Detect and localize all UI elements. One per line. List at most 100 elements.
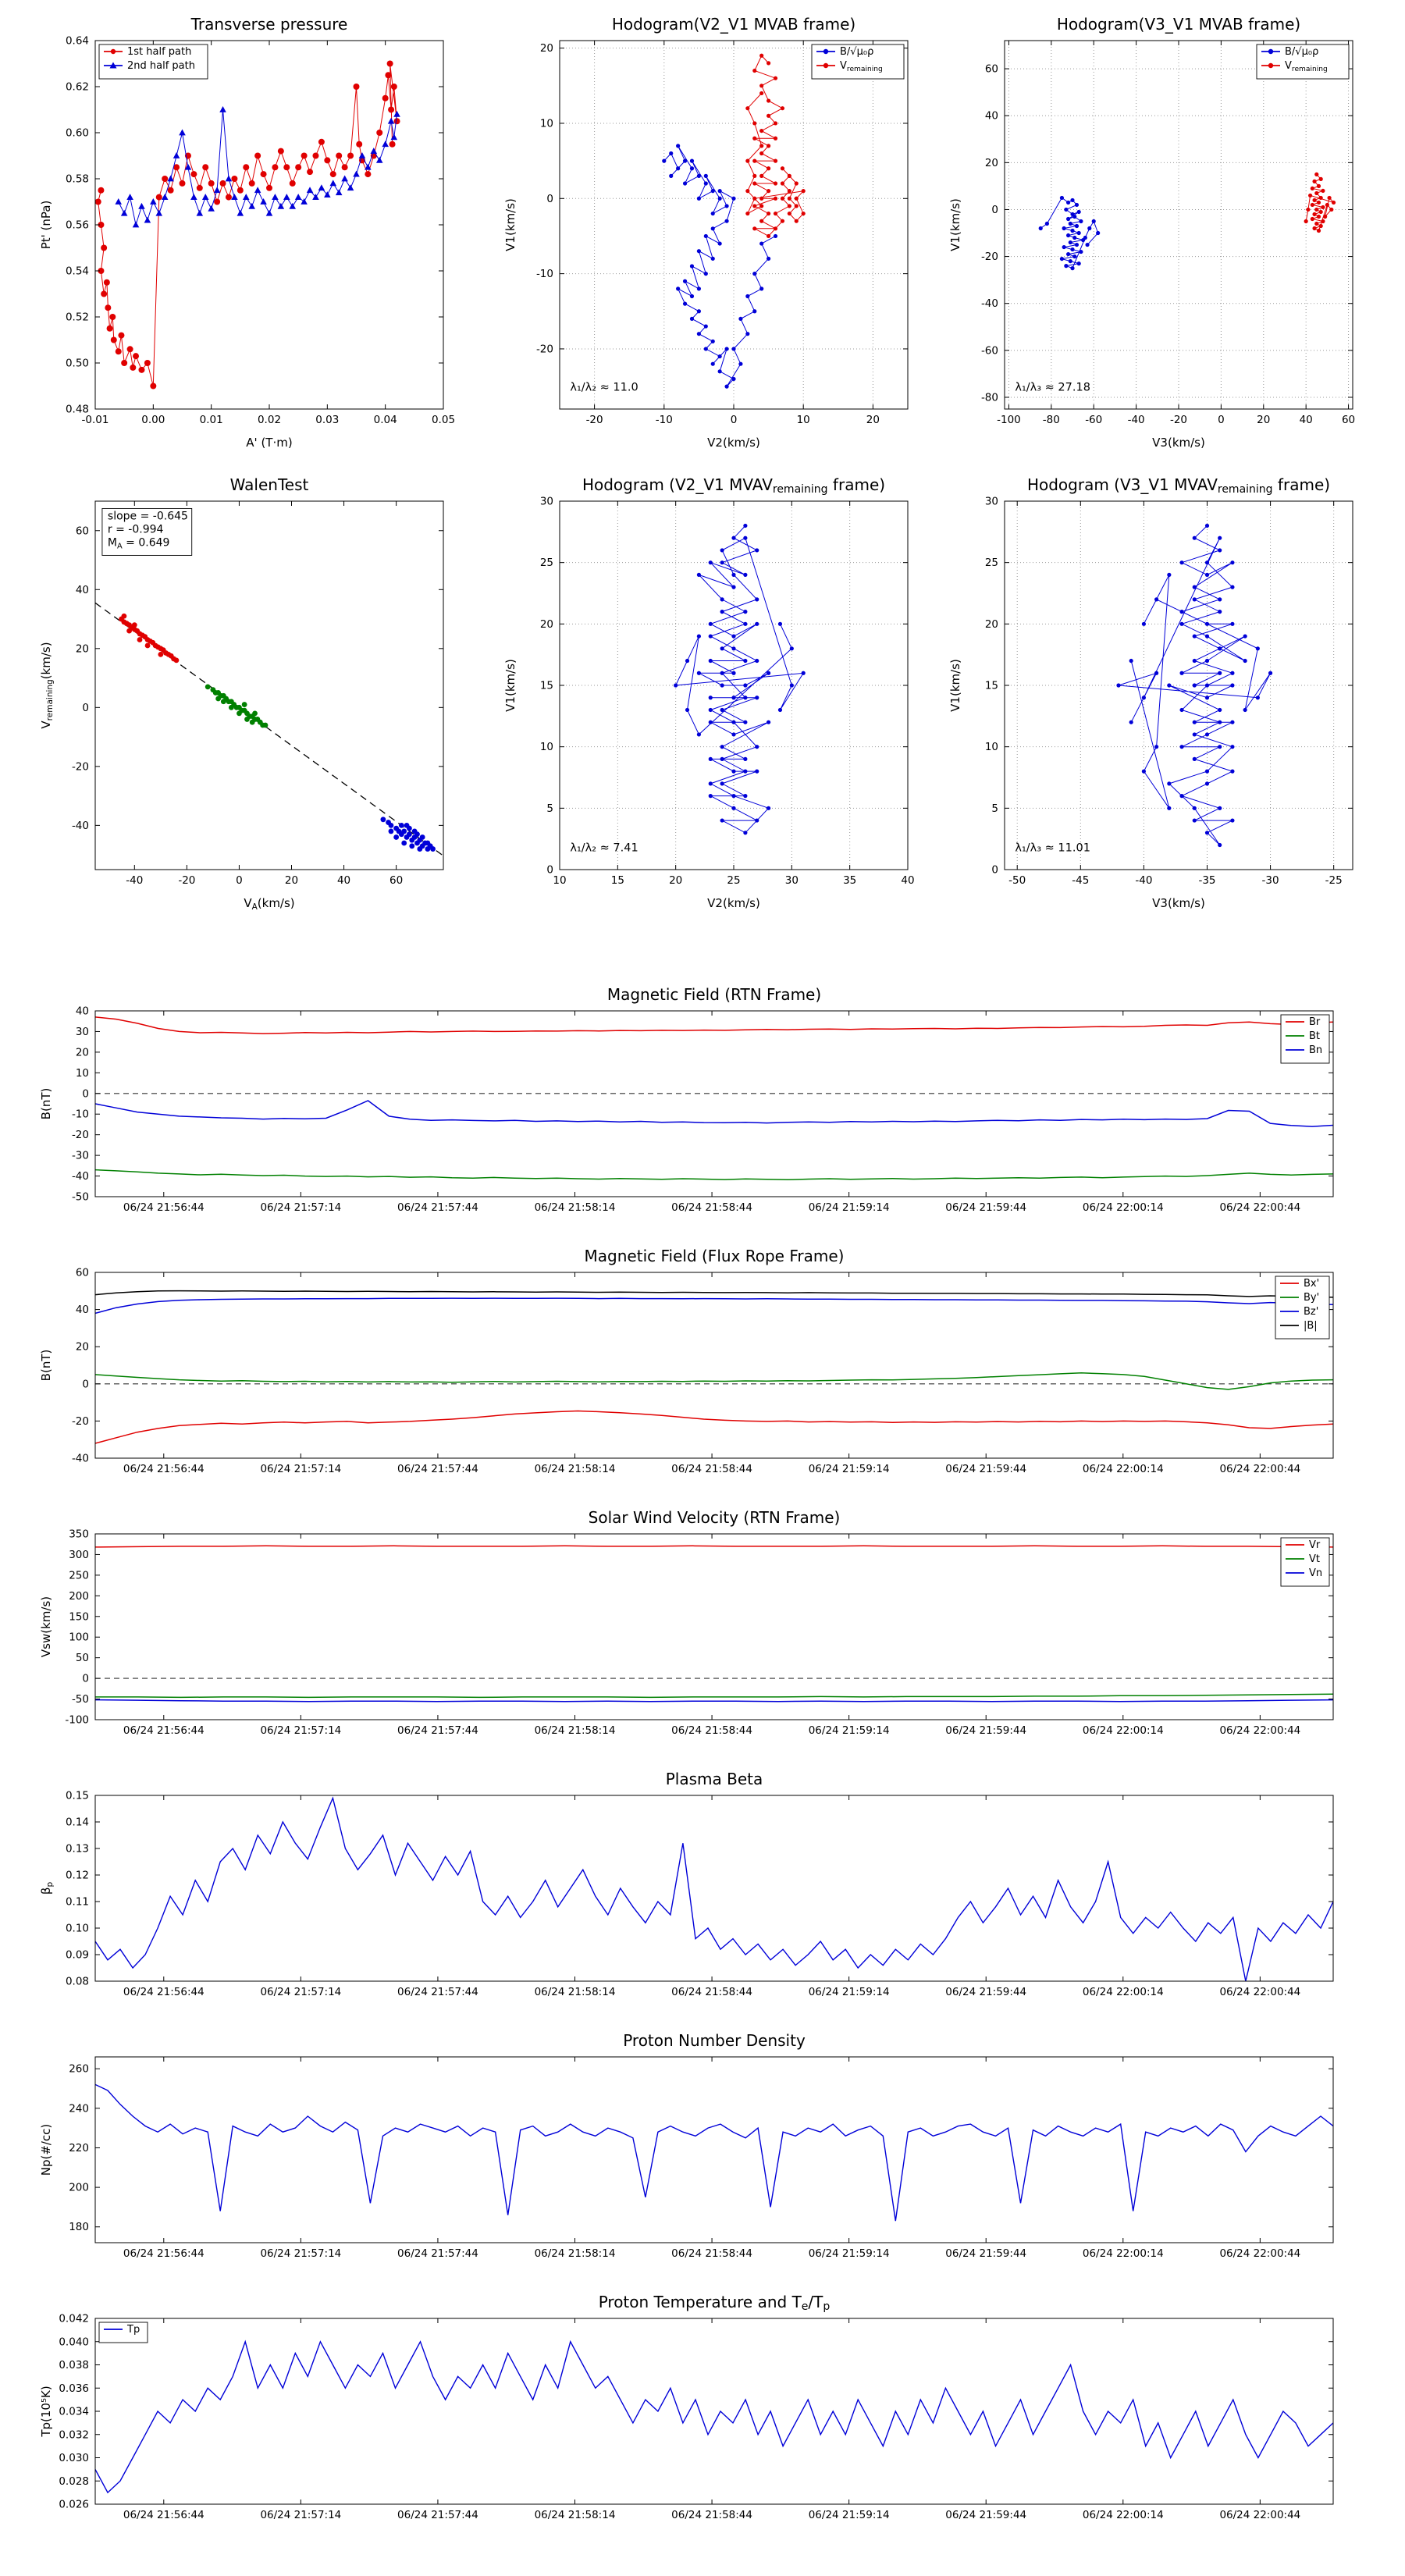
svg-text:06/24 21:56:44: 06/24 21:56:44 — [123, 2247, 205, 2260]
svg-text:0.036: 0.036 — [59, 2382, 89, 2395]
svg-text:06/24 21:58:44: 06/24 21:58:44 — [671, 2509, 752, 2521]
svg-text:40: 40 — [1300, 414, 1313, 426]
svg-text:By': By' — [1304, 1292, 1319, 1304]
svg-text:60: 60 — [76, 525, 89, 537]
svg-text:0.60: 0.60 — [66, 127, 89, 140]
svg-text:-20: -20 — [72, 760, 89, 773]
svg-text:-80: -80 — [981, 391, 998, 404]
svg-text:10: 10 — [797, 414, 810, 426]
svg-text:60: 60 — [389, 874, 403, 887]
chart-proton-temperature: 06/24 21:56:44 06/24 21:57:14 06/24 21:57:… — [23, 2287, 1382, 2537]
svg-text:240: 240 — [69, 2102, 89, 2115]
svg-text:0.030: 0.030 — [59, 2452, 89, 2464]
svg-text:-100: -100 — [997, 414, 1021, 426]
svg-text:35: 35 — [843, 874, 856, 887]
svg-text:0.54: 0.54 — [66, 265, 89, 278]
svg-text:06/24 21:59:14: 06/24 21:59:14 — [809, 2247, 890, 2260]
svg-text:Bz': Bz' — [1304, 1306, 1318, 1318]
svg-text:150: 150 — [69, 1610, 89, 1623]
svg-text:0.03: 0.03 — [315, 414, 339, 426]
svg-text:06/24 21:57:14: 06/24 21:57:14 — [260, 2509, 341, 2521]
svg-text:06/24 21:59:14: 06/24 21:59:14 — [809, 2509, 890, 2521]
svg-text:-10: -10 — [72, 1108, 89, 1121]
chart-proton-density: 06/24 21:56:44 06/24 21:57:14 06/24 21:57:… — [23, 2026, 1382, 2275]
svg-text:0.05: 0.05 — [432, 414, 455, 426]
svg-text:10: 10 — [985, 741, 998, 753]
svg-text:06/24 22:00:14: 06/24 22:00:14 — [1083, 1463, 1164, 1475]
svg-text:0.04: 0.04 — [374, 414, 397, 426]
svg-text:100: 100 — [69, 1631, 89, 1644]
svg-text:-20: -20 — [586, 414, 603, 426]
svg-text:A' (T·m): A' (T·m) — [246, 436, 292, 450]
svg-text:-10: -10 — [656, 414, 673, 426]
svg-text:0.15: 0.15 — [66, 1790, 89, 1802]
svg-text:V2(km/s): V2(km/s) — [707, 896, 760, 910]
svg-text:0.042: 0.042 — [59, 2313, 89, 2325]
svg-text:06/24 21:57:44: 06/24 21:57:44 — [397, 2509, 478, 2521]
svg-text:06/24 21:59:14: 06/24 21:59:14 — [809, 1724, 890, 1737]
svg-text:Hodogram (V3_V1 MVAVremaining: Hodogram (V3_V1 MVAVremaining frame) — [1027, 475, 1330, 496]
svg-text:-40: -40 — [1135, 874, 1152, 887]
svg-text:2nd half path: 2nd half path — [127, 60, 195, 72]
svg-text:40: 40 — [901, 874, 914, 887]
chart-magnetic-field-rtn: 06/24 21:56:44 06/24 21:57:14 06/24 21:57:… — [23, 980, 1382, 1229]
svg-text:40: 40 — [76, 1304, 89, 1316]
svg-text:0.11: 0.11 — [66, 1896, 89, 1909]
svg-text:0: 0 — [1218, 414, 1225, 426]
svg-text:06/24 21:56:44: 06/24 21:56:44 — [123, 2509, 205, 2521]
svg-text:06/24 21:56:44: 06/24 21:56:44 — [123, 1724, 205, 1737]
svg-text:Plasma Beta: Plasma Beta — [666, 1770, 763, 1788]
svg-text:Vremaining: Vremaining — [840, 60, 883, 73]
svg-text:25: 25 — [727, 874, 740, 887]
svg-text:06/24 21:56:44: 06/24 21:56:44 — [123, 1201, 205, 1214]
svg-text:-10: -10 — [536, 268, 553, 280]
svg-text:-50: -50 — [72, 1191, 89, 1204]
svg-text:06/24 21:57:44: 06/24 21:57:44 — [397, 1201, 478, 1214]
svg-text:06/24 21:58:44: 06/24 21:58:44 — [671, 1201, 752, 1214]
svg-text:-50: -50 — [72, 1693, 89, 1706]
svg-text:V1(km/s): V1(km/s) — [503, 659, 518, 712]
svg-text:Vt: Vt — [1309, 1553, 1320, 1565]
svg-text:V1(km/s): V1(km/s) — [503, 198, 518, 251]
svg-text:06/24 21:59:14: 06/24 21:59:14 — [809, 1201, 890, 1214]
chart-solar-wind-velocity: 06/24 21:56:44 06/24 21:57:14 06/24 21:57:… — [23, 1503, 1382, 1752]
svg-text:20: 20 — [540, 42, 553, 55]
svg-text:Pt' (nPa): Pt' (nPa) — [39, 201, 53, 250]
chart-walen-test: -40 -20 0 20 40 60 -40 -20 0 20 40 60 WalenTest VA(km… — [23, 468, 461, 929]
svg-text:-20: -20 — [981, 251, 998, 263]
svg-text:-20: -20 — [72, 1415, 89, 1428]
svg-text:06/24 21:58:14: 06/24 21:58:14 — [535, 2247, 616, 2260]
svg-text:60: 60 — [76, 1267, 89, 1279]
chart-magnetic-field-flux-rope: 06/24 21:56:44 06/24 21:57:14 06/24 21:57:… — [23, 1241, 1382, 1491]
svg-text:20: 20 — [669, 874, 682, 887]
svg-text:20: 20 — [285, 874, 298, 887]
svg-text:-50: -50 — [1008, 874, 1026, 887]
svg-text:Hodogram(V2_V1 MVAB frame): Hodogram(V2_V1 MVAB frame) — [612, 15, 855, 34]
svg-text:06/24 22:00:14: 06/24 22:00:14 — [1083, 2509, 1164, 2521]
svg-text:Magnetic Field (RTN Frame): Magnetic Field (RTN Frame) — [607, 985, 821, 1004]
svg-text:-40: -40 — [1128, 414, 1145, 426]
svg-text:5: 5 — [546, 802, 553, 815]
svg-text:Proton Number Density: Proton Number Density — [623, 2031, 806, 2050]
svg-text:0.12: 0.12 — [66, 1870, 89, 1882]
svg-text:-20: -20 — [72, 1129, 89, 1141]
svg-text:20: 20 — [985, 618, 998, 631]
svg-text:Transverse pressure: Transverse pressure — [190, 15, 348, 34]
svg-text:0.48: 0.48 — [66, 404, 89, 416]
svg-text:5: 5 — [991, 802, 998, 815]
svg-text:0: 0 — [82, 1087, 89, 1100]
svg-text:0.08: 0.08 — [66, 1976, 89, 1988]
svg-text:40: 40 — [76, 584, 89, 596]
svg-text:20: 20 — [866, 414, 880, 426]
svg-text:0.040: 0.040 — [59, 2336, 89, 2348]
chart-hodogram-v3v1-mvab: -100 -80 -60 -40 -20 0 20 40 60 -80 -60 -40 -20 0 20 40… — [933, 8, 1370, 468]
svg-text:V2(km/s): V2(km/s) — [707, 436, 760, 450]
svg-text:250: 250 — [69, 1569, 89, 1582]
svg-text:0.01: 0.01 — [200, 414, 223, 426]
svg-text:15: 15 — [611, 874, 624, 887]
svg-text:Bn: Bn — [1309, 1044, 1322, 1056]
svg-text:B(nT): B(nT) — [39, 1088, 53, 1120]
svg-text:20: 20 — [76, 1046, 89, 1059]
svg-text:0.034: 0.034 — [59, 2406, 89, 2418]
svg-text:06/24 22:00:44: 06/24 22:00:44 — [1219, 1986, 1300, 1998]
